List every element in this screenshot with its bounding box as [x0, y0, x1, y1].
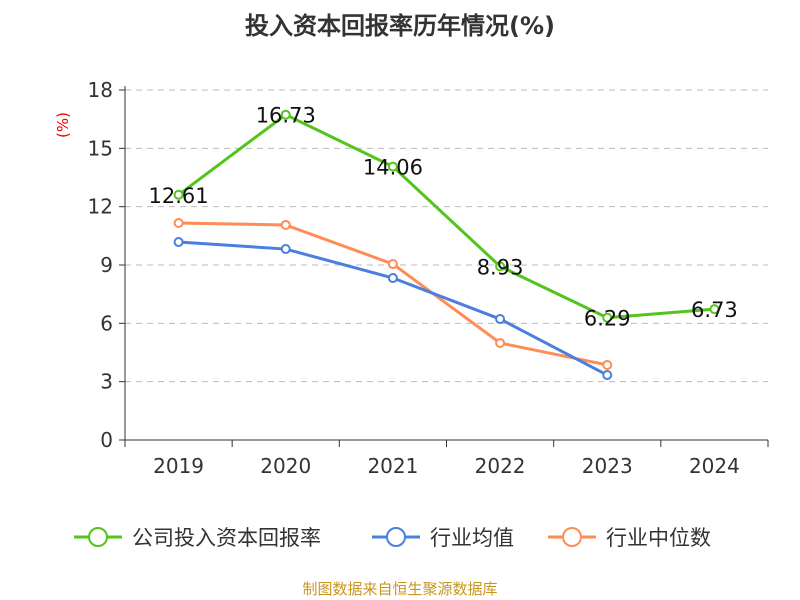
y-tick-label: 15	[88, 136, 113, 160]
y-tick-label: 3	[100, 370, 113, 394]
data-label: 6.29	[584, 307, 631, 331]
data-point	[495, 314, 506, 325]
data-point	[495, 261, 506, 272]
data-point	[387, 161, 398, 172]
data-point	[173, 218, 184, 228]
x-tick-label: 2023	[582, 454, 633, 478]
y-tick-label: 6	[100, 311, 113, 335]
data-point	[709, 304, 720, 315]
data-point	[280, 219, 291, 230]
x-tick-label: 2019	[153, 454, 204, 478]
data-label: 6.73	[691, 298, 738, 322]
legend-label: 行业中位数	[606, 526, 711, 550]
data-label: 14.06	[363, 156, 423, 180]
y-tick-label: 0	[100, 428, 113, 452]
y-tick-label: 18	[88, 78, 113, 102]
data-point	[387, 273, 398, 284]
data-point	[602, 312, 613, 323]
data-label: 12.61	[149, 184, 209, 208]
legend-label: 行业均值	[430, 526, 514, 550]
data-point	[280, 244, 291, 255]
legend-marker	[88, 527, 108, 547]
data-source: 制图数据来自恒生聚源数据库	[302, 580, 498, 598]
x-tick-label: 2024	[689, 454, 740, 478]
series-line	[178, 221, 608, 367]
chart-title: 投入资本回报率历年情况(%)	[245, 12, 555, 40]
data-label: 8.93	[477, 255, 524, 279]
x-tick-label: 2022	[475, 454, 526, 478]
data-label: 16.73	[256, 104, 316, 128]
legend-marker	[386, 527, 406, 547]
legend-label: 公司投入资本回报率	[132, 526, 321, 550]
data-point	[602, 359, 613, 370]
y-tick-label: 9	[100, 253, 113, 277]
data-point	[495, 337, 506, 348]
data-point	[173, 237, 184, 248]
y-axis-label: (%)	[54, 112, 72, 138]
legend-marker	[562, 527, 582, 547]
data-point	[602, 370, 613, 381]
y-tick-label: 12	[88, 195, 113, 219]
x-tick-label: 2020	[260, 454, 311, 478]
series-line	[177, 112, 715, 320]
data-point	[387, 259, 398, 270]
data-point	[280, 109, 291, 120]
data-point	[173, 189, 184, 200]
x-tick-label: 2021	[367, 454, 418, 478]
